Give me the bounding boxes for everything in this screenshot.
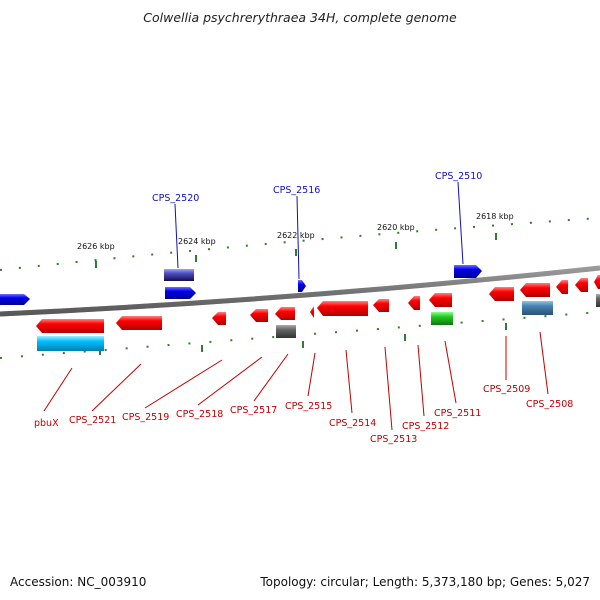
scale-label-2626: 2626 kbp — [77, 242, 115, 251]
label-cps-2508[interactable]: CPS_2508 — [526, 399, 573, 410]
genome-backbone — [0, 265, 600, 317]
gene-cps-2521[interactable] — [36, 319, 104, 333]
accession-text: Accession: NC_003910 — [10, 575, 147, 589]
gene-pseudo-right-edge[interactable] — [596, 294, 600, 307]
label-cps-2516[interactable]: CPS_2516 — [273, 185, 320, 196]
gene-cps-2518[interactable] — [212, 312, 226, 325]
gene-cps-2508-steel[interactable] — [522, 301, 553, 315]
label-cps-2517[interactable]: CPS_2517 — [230, 405, 277, 416]
label-pbux[interactable]: pbuX — [34, 418, 59, 429]
label-cps-2519[interactable]: CPS_2519 — [122, 412, 169, 423]
label-cps-2518[interactable]: CPS_2518 — [176, 409, 223, 420]
gene-cps-2520[interactable] — [164, 269, 194, 281]
scale-track-top — [0, 217, 600, 271]
gene-reverse-right-2[interactable] — [575, 278, 588, 292]
label-cps-2513[interactable]: CPS_2513 — [370, 434, 417, 445]
label-cps-2512[interactable]: CPS_2512 — [402, 421, 449, 432]
gene-cps-2511-red[interactable] — [429, 293, 452, 307]
label-cps-2511[interactable]: CPS_2511 — [434, 408, 481, 419]
gene-cps-2511-green[interactable] — [431, 312, 453, 325]
gene-cps-2515-pseudo[interactable] — [276, 325, 296, 338]
gene-cps-2514[interactable] — [317, 301, 368, 316]
gene-forward-1[interactable] — [165, 287, 196, 299]
gene-reverse-right-1[interactable] — [556, 280, 568, 294]
scale-label-2622: 2622 kbp — [277, 231, 315, 240]
genome-title: Colwellia psychrerythraea 34H, complete … — [143, 10, 457, 25]
leader-lines-top — [174, 181, 464, 280]
gene-cps-2516[interactable] — [298, 280, 306, 292]
gene-cps-2509[interactable] — [489, 287, 514, 301]
gene-forward-left-edge[interactable] — [0, 294, 30, 305]
scale-track-bottom — [0, 311, 600, 359]
gene-cps-2519[interactable] — [116, 316, 162, 330]
scale-label-2618: 2618 kbp — [476, 212, 514, 221]
gene-cps-2508-red[interactable] — [520, 283, 550, 297]
gene-cps-2515-red[interactable] — [275, 307, 295, 320]
gene-cps-2517[interactable] — [250, 309, 268, 322]
label-cps-2515[interactable]: CPS_2515 — [285, 401, 332, 412]
scale-label-2624: 2624 kbp — [178, 237, 216, 246]
gene-small-reverse[interactable] — [310, 306, 314, 318]
label-cps-2510[interactable]: CPS_2510 — [435, 171, 482, 182]
gene-cps-2510[interactable] — [454, 265, 482, 278]
gene-cps-2512[interactable] — [408, 296, 420, 310]
label-cps-2514[interactable]: CPS_2514 — [329, 418, 376, 429]
scale-label-2620: 2620 kbp — [377, 223, 415, 232]
label-cps-2520[interactable]: CPS_2520 — [152, 193, 199, 204]
topology-text: Topology: circular; Length: 5,373,180 bp… — [260, 575, 590, 589]
label-cps-2521[interactable]: CPS_2521 — [69, 415, 116, 426]
leader-lines-bottom — [43, 331, 549, 431]
gene-reverse-right-3[interactable] — [594, 275, 600, 289]
label-cps-2509[interactable]: CPS_2509 — [483, 384, 530, 395]
gene-pbux[interactable] — [37, 336, 104, 351]
gene-cps-2513[interactable] — [373, 299, 389, 312]
